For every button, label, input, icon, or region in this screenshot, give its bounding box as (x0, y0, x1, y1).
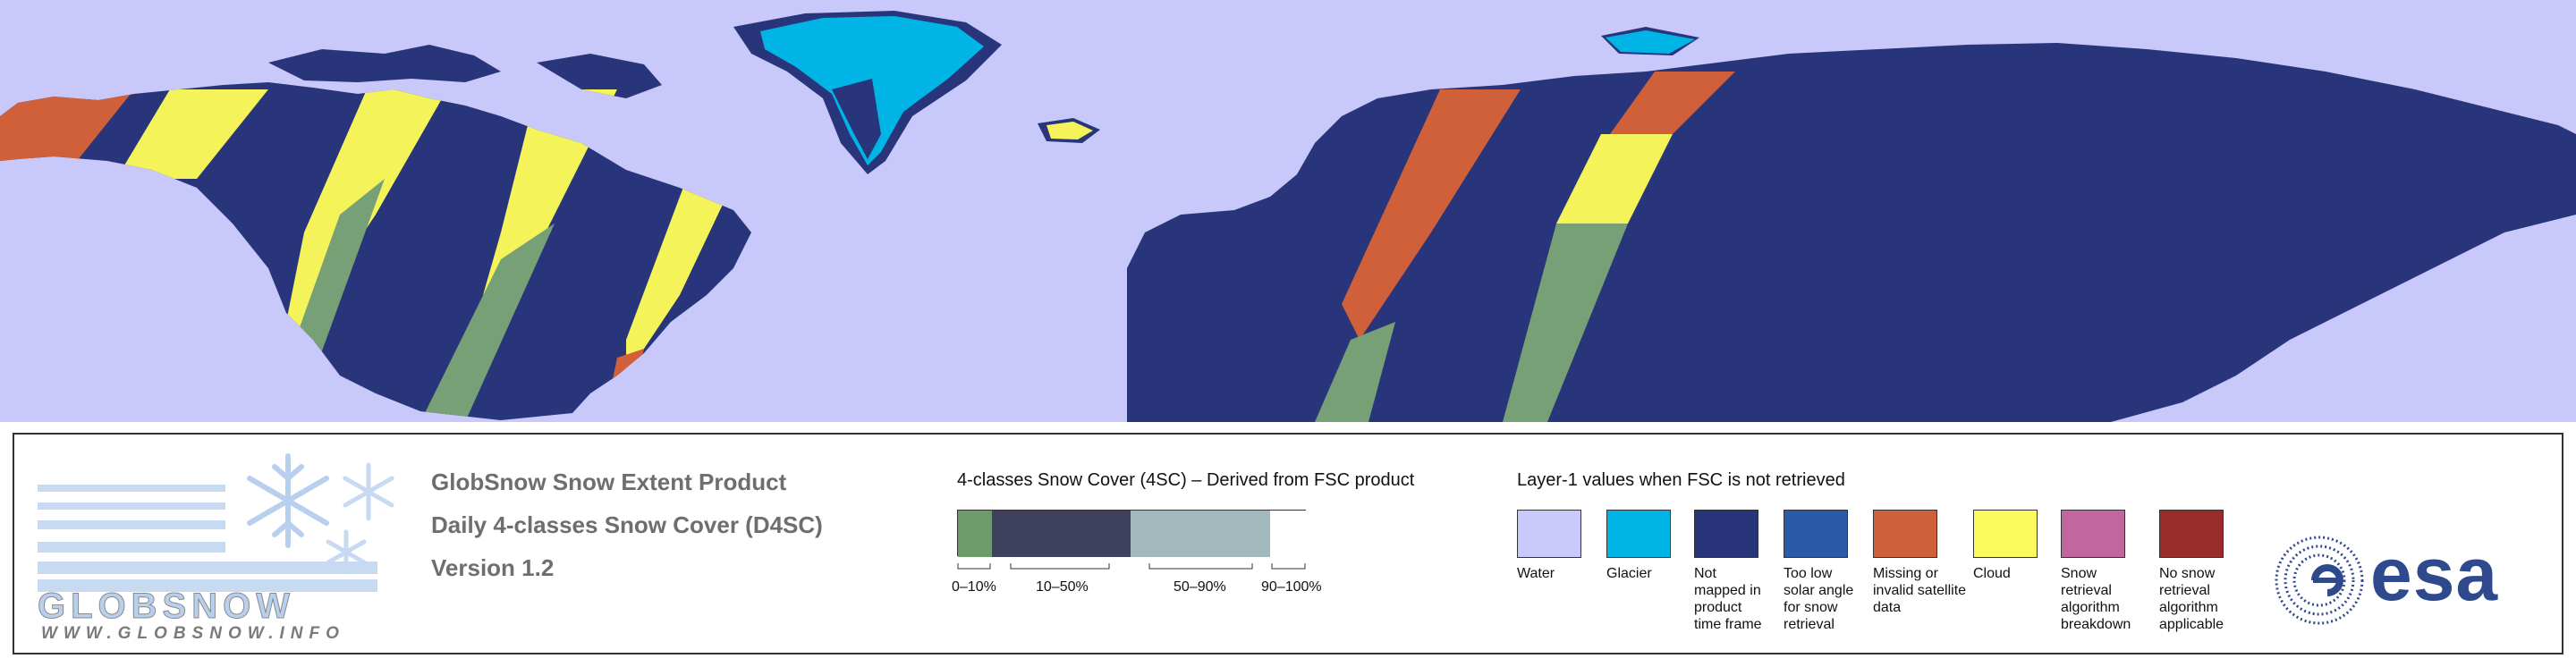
swath-green-1 (295, 179, 385, 376)
swath-cloud-1 (116, 89, 268, 179)
layer1-legend-title: Layer-1 values when FSC is not retrieved (1517, 470, 1845, 490)
esa-wordmark: esa (2370, 532, 2499, 616)
swatch-water (1517, 510, 1581, 558)
label-glacier: Glacier (1606, 566, 1652, 581)
svalbard-glacier (1606, 30, 1695, 54)
label-low-solar: Too low solar angle for snow retrieval (1784, 566, 1854, 632)
swath-cloud-5 (1556, 134, 1673, 224)
layer1-legend-items: Water Glacier Not mapped in product time… (1517, 510, 2250, 644)
label-missing: Missing or invalid satellite data (1873, 566, 1967, 615)
label-breakdown: Snow retrieval algorithm breakdown (2061, 566, 2131, 632)
swatch-cloud (1973, 510, 2038, 558)
greenland-inland (832, 79, 881, 159)
snow-cover-map (0, 0, 2576, 422)
legend-panel: GLOBSNOW WWW.GLOBSNOW.INFO GlobSnow Snow… (13, 433, 2563, 654)
snow-cover-legend-title: 4-classes Snow Cover (4SC) – Derived fro… (957, 470, 1415, 490)
snow-cover-colorbar (957, 510, 1306, 557)
label-water: Water (1517, 566, 1555, 581)
globsnow-url: WWW.GLOBSNOW.INFO (41, 624, 345, 643)
snowflake-icon (247, 453, 329, 548)
product-subtitle: Daily 4-classes Snow Cover (D4SC) (431, 511, 823, 538)
globsnow-logo: GLOBSNOW WWW.GLOBSNOW.INFO (38, 447, 404, 644)
swath-missing-4 (1610, 72, 1735, 143)
esa-globe-icon (2275, 536, 2364, 625)
product-version: Version 1.2 (431, 554, 555, 581)
class-50-90 (1131, 511, 1270, 557)
colorbar-brackets (957, 563, 1306, 570)
label-no-algorithm: No snow retrieval algorithm applicable (2159, 566, 2224, 632)
globsnow-stripes-graphic (38, 453, 394, 592)
swatch-glacier (1606, 510, 1671, 558)
range-label-90-100: 90–100% (1261, 579, 1322, 595)
swatch-missing (1873, 510, 1937, 558)
label-not-mapped: Not mapped in product time frame (1694, 566, 1762, 632)
swatch-breakdown (2061, 510, 2125, 558)
label-cloud: Cloud (1973, 566, 2011, 581)
swatch-not-mapped (1694, 510, 1758, 558)
swatch-low-solar (1784, 510, 1848, 558)
swath-missing-west (0, 89, 134, 179)
range-label-50-90: 50–90% (1174, 579, 1226, 595)
class-10-50 (992, 511, 1131, 557)
swath-missing-3 (1342, 89, 1521, 340)
esa-logo: esa (2270, 531, 2538, 629)
swatch-no-algorithm (2159, 510, 2224, 558)
range-label-10-50: 10–50% (1036, 579, 1089, 595)
swath-green-3 (1315, 322, 1395, 422)
iceland-glacier (1046, 122, 1093, 139)
range-label-0-10: 0–10% (952, 579, 996, 595)
class-0-10 (958, 511, 992, 557)
swath-green-2 (420, 224, 555, 422)
globsnow-wordmark: GLOBSNOW (38, 587, 295, 627)
class-90-100 (1270, 511, 1306, 557)
swath-green-4 (1503, 224, 1628, 422)
product-title: GlobSnow Snow Extent Product (431, 469, 787, 495)
